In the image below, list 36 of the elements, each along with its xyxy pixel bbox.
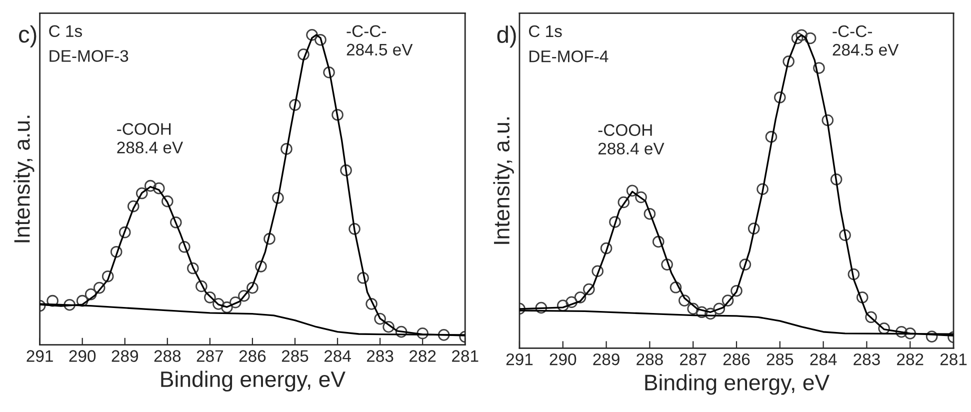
x-tick-label: 285	[282, 350, 308, 362]
x-tick-label: 291	[26, 350, 53, 362]
annotation: -COOH 288.4 eV	[117, 123, 184, 154]
chart-title: d)	[497, 26, 516, 48]
x-tick-label: 290	[69, 350, 96, 362]
y-axis-title: Intensity, a.u.	[493, 117, 514, 244]
annotation: DE-MOF-4	[530, 50, 608, 62]
x-tick-label: 284	[324, 350, 351, 362]
x-tick-label: 283	[366, 350, 394, 362]
x-tick-label: 289	[593, 353, 620, 366]
annotation: -C-C- 284.5 eV	[346, 25, 413, 56]
x-tick-label: 281	[452, 350, 478, 362]
x-tick-label: 288	[154, 350, 181, 362]
x-axis-title: Binding energy, eV	[645, 374, 830, 395]
x-tick-label: 290	[550, 353, 576, 366]
x-tick-label: 291	[506, 353, 533, 366]
annotation: C 1s	[49, 25, 82, 38]
x-tick-label: 284	[810, 353, 837, 366]
x-tick-label: 287	[196, 350, 223, 362]
x-axis-title: Binding energy, eV	[161, 370, 346, 392]
annotation: C 1s	[529, 25, 562, 38]
annotation: -COOH 288.4 eV	[598, 124, 664, 155]
x-tick-label: 282	[897, 353, 924, 366]
x-tick-label: 285	[766, 353, 794, 366]
x-tick-label: 282	[410, 350, 436, 362]
y-axis-title: Intensity, a.u.	[14, 116, 34, 242]
x-tick-label: 286	[723, 353, 750, 366]
x-tick-label: 283	[854, 353, 880, 366]
x-tick-label: 281	[940, 353, 967, 366]
x-tick-label: 289	[112, 350, 138, 362]
x-tick-label: 286	[239, 350, 266, 362]
chart-title: c)	[19, 25, 36, 48]
x-tick-label: 287	[680, 353, 706, 366]
annotation: -C-C- 284.5 eV	[832, 25, 899, 56]
x-tick-label: 288	[636, 353, 663, 366]
annotation: DE-MOF-3	[50, 50, 128, 62]
